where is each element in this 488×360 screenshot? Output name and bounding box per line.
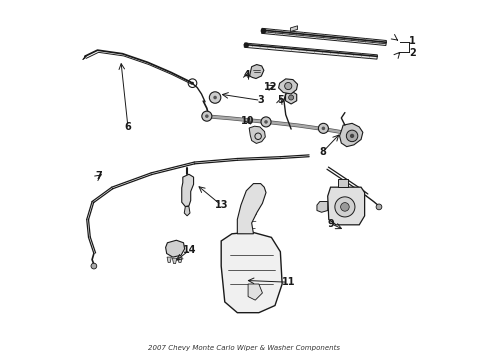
Polygon shape	[184, 207, 190, 216]
Text: 11: 11	[281, 277, 294, 287]
Text: 2007 Chevy Monte Carlo Wiper & Washer Components: 2007 Chevy Monte Carlo Wiper & Washer Co…	[148, 345, 340, 351]
Circle shape	[349, 134, 353, 138]
Circle shape	[264, 120, 267, 124]
Polygon shape	[178, 257, 182, 262]
Polygon shape	[327, 187, 364, 225]
Text: 10: 10	[241, 116, 254, 126]
Polygon shape	[278, 79, 297, 94]
Ellipse shape	[261, 29, 265, 33]
Circle shape	[191, 82, 194, 85]
Circle shape	[213, 96, 217, 99]
Polygon shape	[249, 126, 265, 143]
Text: 4: 4	[244, 70, 250, 80]
Text: 13: 13	[214, 200, 227, 210]
Polygon shape	[172, 258, 176, 264]
Polygon shape	[247, 284, 262, 300]
Text: 8: 8	[319, 147, 325, 157]
Polygon shape	[316, 202, 327, 212]
Circle shape	[288, 95, 293, 100]
Circle shape	[261, 117, 270, 127]
Text: 9: 9	[327, 219, 334, 229]
Polygon shape	[261, 28, 386, 45]
Circle shape	[318, 123, 328, 134]
Circle shape	[334, 197, 354, 217]
Ellipse shape	[244, 43, 248, 47]
Circle shape	[375, 204, 381, 210]
Polygon shape	[167, 257, 171, 262]
Polygon shape	[165, 240, 184, 257]
Circle shape	[346, 130, 357, 141]
Circle shape	[91, 263, 97, 269]
Polygon shape	[337, 179, 348, 187]
Text: 6: 6	[124, 122, 131, 132]
Circle shape	[209, 92, 221, 103]
Circle shape	[321, 127, 325, 130]
Text: 1: 1	[408, 36, 415, 46]
Polygon shape	[221, 232, 282, 313]
Text: 14: 14	[183, 245, 196, 255]
Polygon shape	[249, 64, 264, 78]
Circle shape	[284, 82, 291, 90]
Polygon shape	[237, 184, 265, 234]
Text: 5: 5	[276, 95, 283, 105]
Polygon shape	[244, 43, 377, 59]
Circle shape	[204, 114, 208, 118]
Text: 7: 7	[95, 171, 102, 181]
Polygon shape	[290, 26, 297, 32]
Circle shape	[202, 111, 211, 121]
Text: 12: 12	[263, 82, 277, 92]
Polygon shape	[182, 174, 193, 207]
Polygon shape	[339, 123, 362, 147]
Text: 2: 2	[408, 48, 415, 58]
Text: 3: 3	[257, 95, 264, 105]
Circle shape	[340, 203, 348, 211]
Polygon shape	[285, 91, 296, 104]
